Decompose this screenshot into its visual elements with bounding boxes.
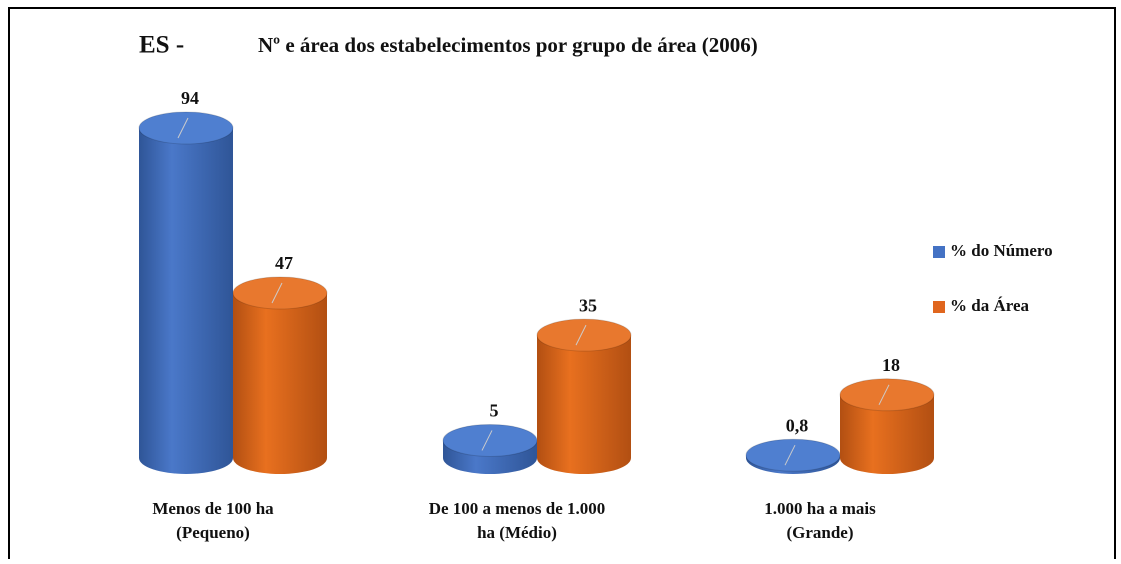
leader-line (177, 117, 189, 139)
cylinder-top (442, 423, 538, 457)
cylinder-top (839, 378, 935, 412)
cylinder-side (233, 293, 327, 474)
leader-line (575, 324, 587, 346)
value-label: 0,8 (786, 415, 809, 435)
x-tick-label: De 100 a menos de 1.000 (429, 499, 606, 518)
cylinder-side (840, 394, 934, 474)
cylinder-side (537, 335, 631, 474)
legend-label: % do Número (950, 241, 1053, 260)
cylinder (138, 111, 234, 474)
legend-swatch (933, 246, 945, 258)
frame (8, 7, 1116, 564)
cylinder (442, 423, 538, 474)
value-label: 18 (882, 355, 900, 375)
leader-line (481, 430, 493, 451)
x-tick-label: ha (Médio) (477, 523, 557, 542)
leader-line (784, 444, 796, 466)
x-tick-label: 1.000 ha a mais (764, 499, 876, 518)
x-tick-label: (Grande) (786, 523, 853, 542)
leader-line (271, 282, 283, 304)
cylinder (232, 276, 328, 474)
legend-label: % da Área (950, 296, 1030, 315)
value-label: 94 (181, 88, 199, 108)
cylinder-top (138, 111, 234, 145)
value-label: 47 (275, 253, 293, 273)
cylinder (536, 318, 632, 474)
x-tick-label: (Pequeno) (176, 523, 250, 542)
value-label: 5 (490, 401, 499, 421)
chart-title: Nº e área dos estabelecimentos por grupo… (258, 33, 758, 57)
cylinder (839, 378, 935, 474)
value-label: 35 (579, 295, 597, 315)
cylinder-top (536, 318, 632, 352)
leader-line (878, 384, 890, 406)
cylinder-top (745, 438, 841, 472)
cylinder-top (232, 276, 328, 310)
x-tick-label: Menos de 100 ha (152, 499, 274, 518)
chart-title-prefix: ES - (139, 32, 184, 59)
cylinder-side (139, 128, 233, 474)
cylinder (745, 438, 841, 474)
legend-swatch (933, 301, 945, 313)
